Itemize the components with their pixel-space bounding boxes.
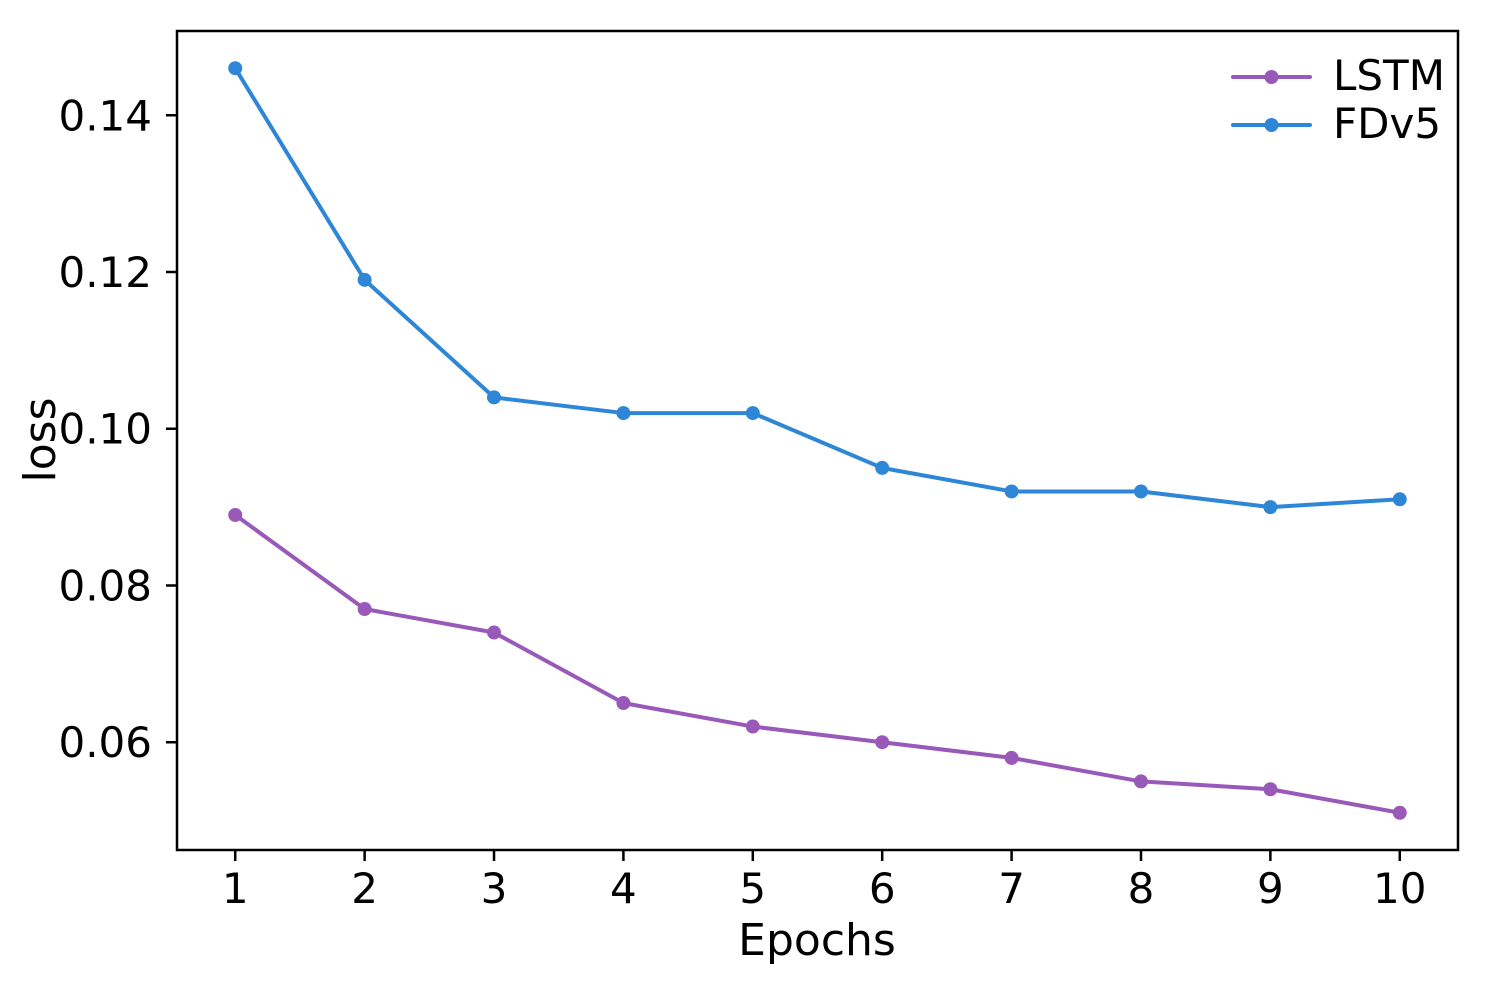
data-point-marker-lstm (1004, 750, 1019, 765)
y-axis-label: loss (15, 398, 66, 483)
x-tick-label: 3 (481, 864, 508, 913)
data-point-marker-fdv5 (1263, 500, 1278, 515)
legend-entry: LSTM (1231, 51, 1445, 100)
series-line-fdv5 (233, 66, 1402, 510)
x-tick-label: 5 (739, 864, 766, 913)
data-point-marker-lstm (1133, 774, 1148, 789)
data-point-marker-fdv5 (616, 406, 631, 421)
x-tick-label: 7 (998, 864, 1025, 913)
x-axis-label: Epochs (738, 915, 896, 966)
data-point-marker-fdv5 (357, 272, 372, 287)
data-point-marker-lstm (487, 625, 502, 640)
y-tick-label: 0.10 (58, 405, 152, 454)
axes-layer: 1 2 3 4 5 6 7 8 9 10 0.06 0.08 0.10 0.12 0.14 (58, 29, 1460, 913)
data-point-marker-fdv5 (875, 460, 890, 475)
x-tick-label: 8 (1128, 864, 1155, 913)
legend-marker (1264, 118, 1279, 132)
data-point-marker-lstm (228, 507, 243, 522)
x-tick-label: 4 (610, 864, 637, 913)
legend-entry: FDv5 (1231, 99, 1441, 148)
data-point-marker-lstm (1392, 805, 1407, 820)
data-point-marker-fdv5 (228, 61, 243, 76)
data-point-marker-fdv5 (487, 390, 502, 405)
data-point-marker-fdv5 (1004, 484, 1019, 499)
data-point-marker-fdv5 (1133, 484, 1148, 499)
data-point-marker-lstm (616, 696, 631, 711)
data-point-marker-fdv5 (745, 406, 760, 421)
series-line-lstm (233, 512, 1402, 815)
data-point-marker-lstm (745, 719, 760, 734)
x-tick-label: 9 (1257, 864, 1284, 913)
legend-label: FDv5 (1333, 99, 1441, 148)
x-tick-label: 6 (869, 864, 896, 913)
axes-frame (175, 29, 1460, 852)
legend-marker (1264, 70, 1279, 84)
y-tick-label: 0.08 (58, 561, 152, 610)
data-point-marker-lstm (1263, 782, 1278, 797)
x-tick-label: 2 (351, 864, 378, 913)
x-tick-label: 10 (1373, 864, 1426, 913)
legend-label: LSTM (1333, 51, 1445, 100)
x-tick-label: 1 (222, 864, 249, 913)
data-point-marker-fdv5 (1392, 492, 1407, 507)
data-point-marker-lstm (875, 735, 890, 750)
series-layer (228, 61, 1407, 820)
y-tick-label: 0.06 (58, 718, 152, 767)
y-tick-label: 0.12 (58, 248, 152, 297)
y-tick-label: 0.14 (58, 91, 152, 140)
data-point-marker-lstm (357, 602, 372, 617)
